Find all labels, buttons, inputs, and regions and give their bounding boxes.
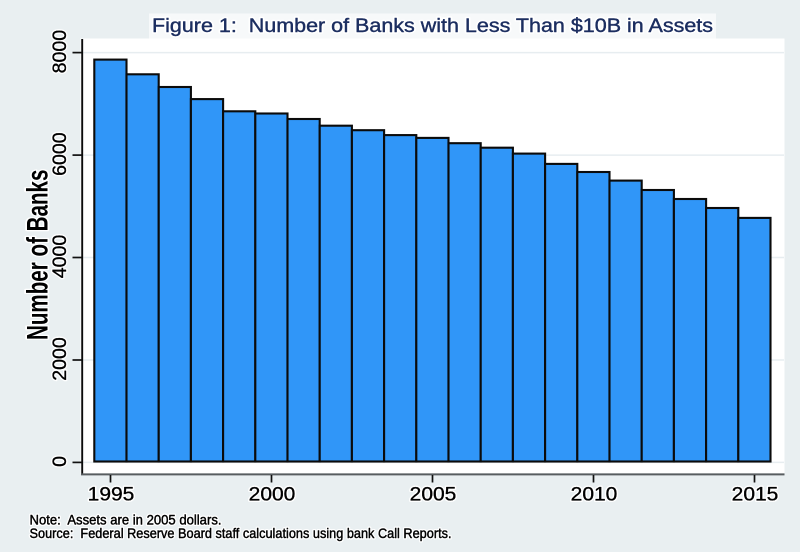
svg-text:Number of Banks: Number of Banks <box>22 170 55 341</box>
svg-text:Note: Assets are in 2005 doll: Note: Assets are in 2005 dollars. <box>30 512 222 528</box>
svg-text:1995: 1995 <box>88 484 135 506</box>
svg-text:2000: 2000 <box>49 337 71 381</box>
svg-text:8000: 8000 <box>49 30 71 74</box>
svg-text:4000: 4000 <box>49 235 71 279</box>
svg-text:Figure 1: Number of Banks wit: Figure 1: Number of Banks with Less Than… <box>152 16 713 37</box>
svg-text:2005: 2005 <box>410 484 457 506</box>
svg-text:8000: 8000 <box>49 30 71 74</box>
svg-text:0: 0 <box>49 456 71 467</box>
svg-text:Number of Banks: Number of Banks <box>22 170 55 341</box>
svg-text:0: 0 <box>49 456 71 467</box>
svg-text:6000: 6000 <box>49 132 71 176</box>
svg-text:Source: Federal Reserve Board: Source: Federal Reserve Board staff calc… <box>30 525 452 541</box>
svg-text:2005: 2005 <box>410 484 457 506</box>
svg-text:Source: Federal Reserve Board: Source: Federal Reserve Board staff calc… <box>30 525 452 541</box>
svg-text:6000: 6000 <box>49 132 71 176</box>
svg-text:1995: 1995 <box>88 484 135 506</box>
svg-text:Figure 1: Number of Banks wit: Figure 1: Number of Banks with Less Than… <box>152 16 713 37</box>
svg-text:4000: 4000 <box>49 235 71 279</box>
svg-text:Note: Assets are in 2005 doll: Note: Assets are in 2005 dollars. <box>30 512 222 528</box>
svg-text:2010: 2010 <box>571 484 618 506</box>
svg-text:2015: 2015 <box>732 484 779 506</box>
svg-text:2000: 2000 <box>249 484 296 506</box>
svg-text:2000: 2000 <box>49 337 71 381</box>
svg-text:2015: 2015 <box>732 484 779 506</box>
svg-text:2000: 2000 <box>249 484 296 506</box>
svg-text:2010: 2010 <box>571 484 618 506</box>
